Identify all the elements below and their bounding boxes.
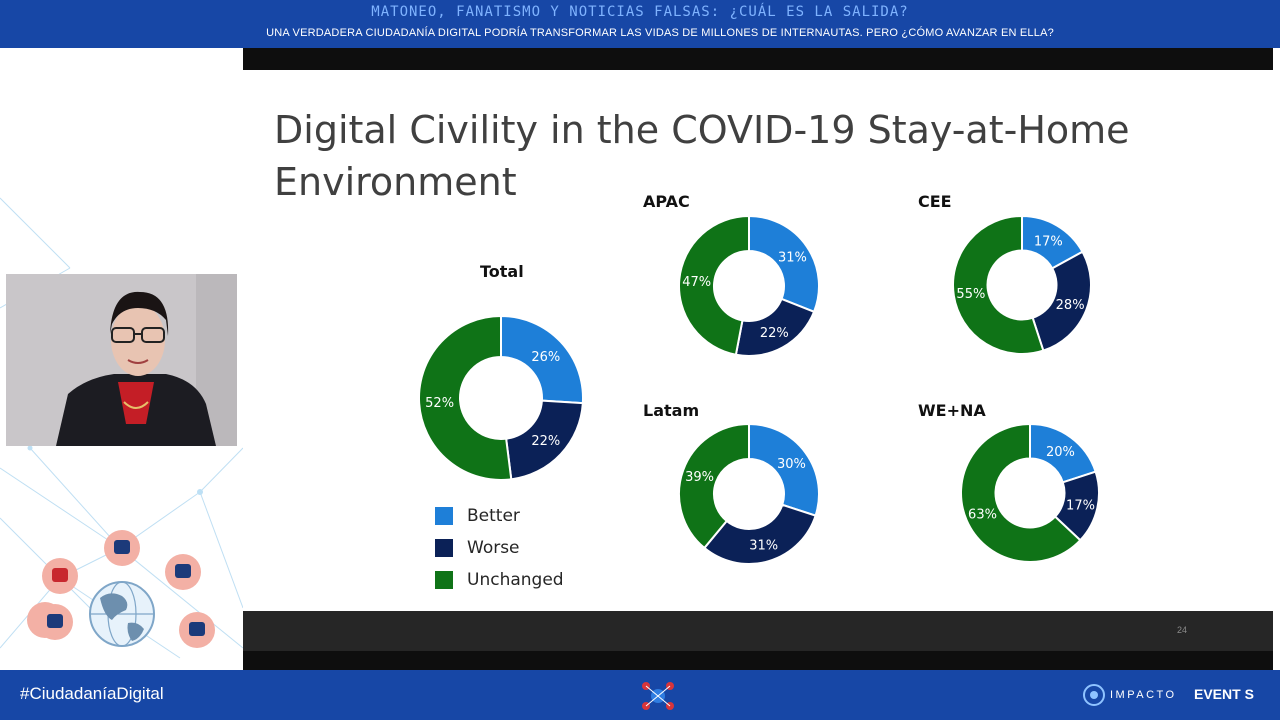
donut-slice-worse xyxy=(505,399,584,481)
donut-slice-better xyxy=(748,214,820,314)
legend-label-worse: Worse xyxy=(467,538,520,558)
slide-page-number: 24 xyxy=(1176,625,1187,635)
presenter-image xyxy=(6,274,237,446)
legend-item-unchanged: Unchanged xyxy=(435,564,564,596)
slide: Digital Civility in the COVID-19 Stay-at… xyxy=(243,70,1273,611)
donut-value-label: 17% xyxy=(1034,234,1063,249)
chart-title-we-na: WE+NA xyxy=(918,401,986,420)
impacto-tic-brand: IMPACTO xyxy=(1082,683,1177,707)
legend-item-better: Better xyxy=(435,500,564,532)
donut-slice-worse xyxy=(702,503,817,565)
donut-value-label: 39% xyxy=(685,470,714,485)
legend-label-unchanged: Unchanged xyxy=(467,570,564,590)
slide-title: Digital Civility in the COVID-19 Stay-at… xyxy=(274,108,1130,204)
impacto-label: IMPACTO xyxy=(1110,689,1177,701)
globe-icon xyxy=(89,581,155,647)
chart-legend: Better Worse Unchanged xyxy=(435,500,564,596)
donut-value-label: 63% xyxy=(968,508,997,523)
webcam-video xyxy=(6,274,237,446)
chart-title-total: Total xyxy=(480,262,524,281)
event-title: MATONEO, FANATISMO Y NOTICIAS FALSAS: ¿C… xyxy=(371,4,909,20)
donut-slice-better xyxy=(748,422,820,517)
chart-title-apac: APAC xyxy=(643,192,690,211)
donut-slice-unchanged xyxy=(678,422,750,550)
donut-slice-better xyxy=(500,314,584,405)
donut-chart-cee: 17% 28% 55% xyxy=(952,214,1092,355)
legend-swatch-unchanged xyxy=(435,571,453,589)
donut-value-label: 26% xyxy=(531,350,560,365)
donut-slice-unchanged xyxy=(678,214,750,356)
donut-value-label: 55% xyxy=(956,287,985,302)
impacto-logo-icon xyxy=(1083,684,1105,706)
donut-value-label: 47% xyxy=(682,275,711,290)
donut-slice-unchanged xyxy=(952,214,1045,355)
donut-value-label: 17% xyxy=(1066,498,1095,513)
donut-value-label: 20% xyxy=(1046,445,1075,460)
donut-value-label: 31% xyxy=(778,250,807,265)
eventos-label: EVENT S xyxy=(1194,686,1254,702)
chart-title-cee: CEE xyxy=(918,192,952,211)
donut-chart-apac: 31% 22% 47% xyxy=(678,214,820,357)
donut-slice-unchanged xyxy=(960,422,1082,563)
donut-value-label: 22% xyxy=(531,434,560,449)
bottom-banner: #CiudadaníaDigital IMPACTO EVENT S xyxy=(0,670,1280,720)
event-subtitle: UNA VERDADERA CIUDADANÍA DIGITAL PODRÍA … xyxy=(266,27,1054,39)
legend-item-worse: Worse xyxy=(435,532,564,564)
ciudadania-logo-icon xyxy=(642,682,674,710)
donut-chart-we-na: 20% 17% 63% xyxy=(960,422,1100,563)
donut-value-label: 22% xyxy=(760,326,789,341)
hashtag-text: #CiudadaníaDigital xyxy=(20,684,164,703)
donut-value-label: 52% xyxy=(425,396,454,411)
legend-label-better: Better xyxy=(467,506,520,526)
donut-chart-total: 26% 22% 52% xyxy=(418,314,584,481)
slide-bottom-bar xyxy=(243,651,1273,670)
donut-chart-latam: 30% 31% 39% xyxy=(678,422,820,565)
chart-title-latam: Latam xyxy=(643,401,700,420)
top-banner: MATONEO, FANATISMO Y NOTICIAS FALSAS: ¿C… xyxy=(0,0,1280,48)
donut-value-label: 31% xyxy=(749,538,778,553)
legend-swatch-worse xyxy=(435,539,453,557)
legend-swatch-better xyxy=(435,507,453,525)
donut-slice-unchanged xyxy=(418,314,513,481)
donut-value-label: 30% xyxy=(777,457,806,472)
donut-value-label: 28% xyxy=(1056,298,1085,313)
slide-top-bar xyxy=(243,48,1273,70)
slide-footer: 24 xyxy=(243,611,1273,651)
donut-slice-worse xyxy=(1031,250,1092,352)
